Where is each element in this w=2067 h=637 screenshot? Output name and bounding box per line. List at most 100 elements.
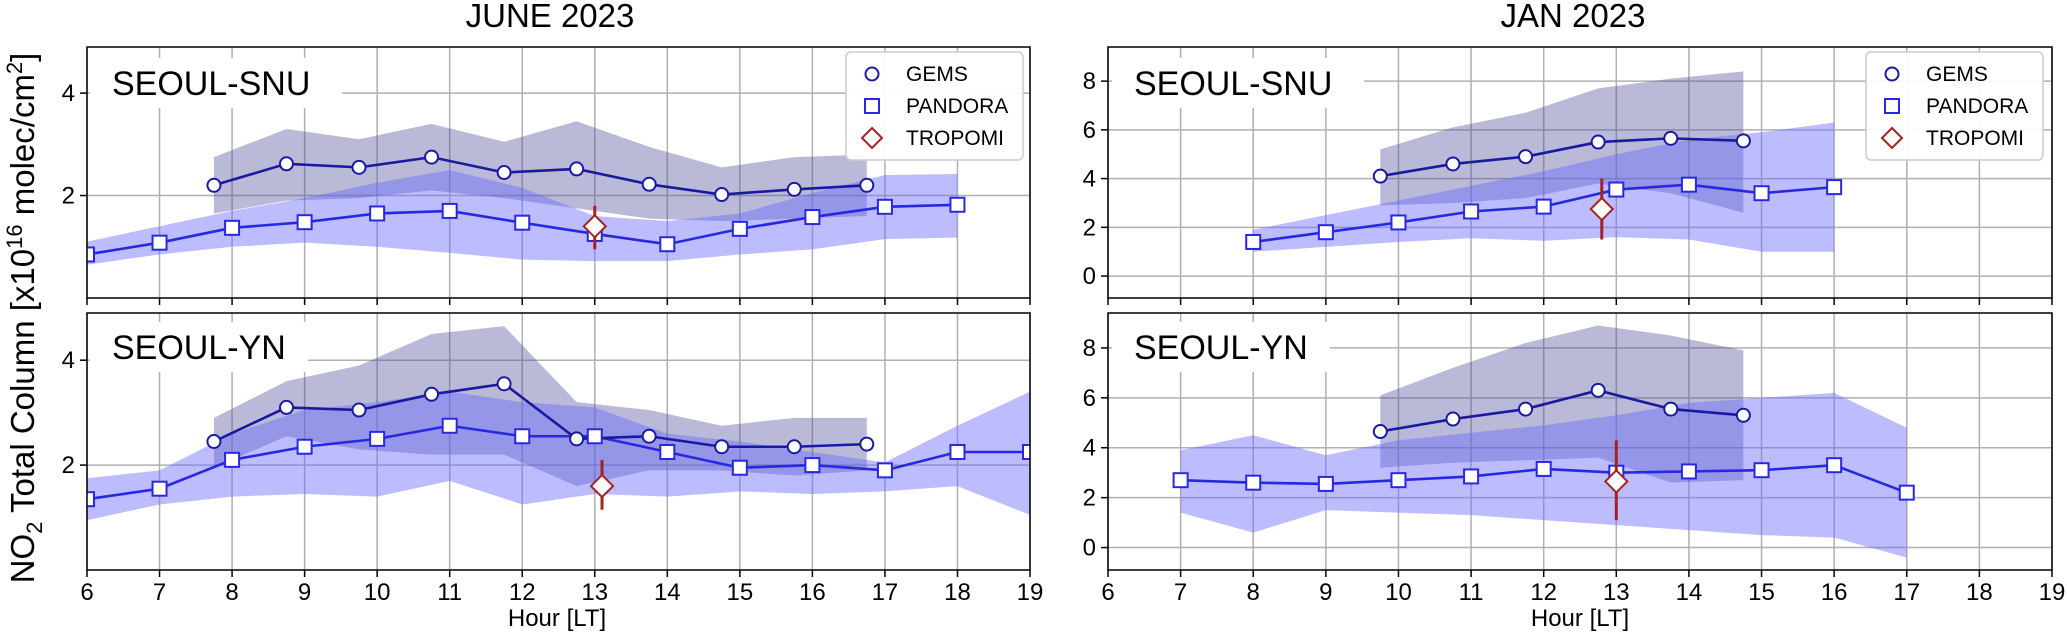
pandora-point xyxy=(1463,468,1480,485)
x-tick-label: 10 xyxy=(1385,579,1412,606)
pandora-point xyxy=(949,443,966,460)
ylabel-sup2: 2 xyxy=(2,62,27,74)
pandora-point xyxy=(1317,475,1334,492)
gems-point xyxy=(1372,168,1388,184)
pandora-point xyxy=(949,196,966,213)
x-tick-label: 18 xyxy=(1966,579,1993,606)
axes-frame xyxy=(1107,312,2053,571)
plot-area xyxy=(1245,71,1843,252)
x-tick-label: 11 xyxy=(437,579,462,606)
panel-1: SEOUL-YN 2 4 6 7 8 9 10 11 12 13 14 15 16 17 18 19 xyxy=(62,312,1044,606)
legend-label-tropomi: TROPOMI xyxy=(906,127,1004,150)
pandora-point xyxy=(1245,474,1262,491)
gems-point xyxy=(1590,382,1606,398)
pandora-point xyxy=(1390,472,1407,489)
pandora-point xyxy=(1172,472,1189,489)
x-tick-label: 19 xyxy=(1017,579,1044,606)
gems-point xyxy=(641,428,657,444)
pandora-line xyxy=(87,424,1030,501)
legend-gems-marker xyxy=(864,66,880,82)
panel-label-seoul-snu: SEOUL-SNU xyxy=(1134,65,1332,103)
pandora-point xyxy=(1022,443,1030,460)
gems-point xyxy=(569,161,585,177)
pandora-point xyxy=(1680,463,1697,480)
pandora-point xyxy=(151,234,168,251)
y-tick-label: 2 xyxy=(62,183,75,210)
gems-point xyxy=(859,436,875,452)
pandora-point xyxy=(1826,179,1843,196)
x-tick-label: 7 xyxy=(1174,579,1187,606)
pandora-point xyxy=(224,451,241,468)
pandora-point xyxy=(87,491,95,508)
y-tick-label: 4 xyxy=(62,80,75,107)
panel-2: SEOUL-SNU 0 2 4 6 8 GEMS PANDORA TROPOMI xyxy=(1083,46,2053,305)
gems-point xyxy=(1445,411,1461,427)
gems-point xyxy=(1372,424,1388,440)
pandora-point xyxy=(659,443,676,460)
legend: GEMS PANDORA TROPOMI xyxy=(1865,51,2044,161)
x-tick-label: 9 xyxy=(1319,579,1332,606)
x-tick-label: 15 xyxy=(726,579,753,606)
pandora-point xyxy=(1753,462,1770,479)
gems-point xyxy=(569,431,585,447)
gems-point xyxy=(1663,401,1679,417)
ylabel-sup1: 16 xyxy=(2,224,27,248)
pandora-point xyxy=(296,214,313,231)
y-tick-label: 6 xyxy=(1083,117,1096,144)
panel-3: SEOUL-YN 0 2 4 6 8 6 7 8 9 10 11 12 13 14 15 16 17 18 19 xyxy=(1083,312,2065,606)
pandora-point xyxy=(1608,181,1625,198)
y-tick-label: 6 xyxy=(1083,385,1096,412)
x-tick-label: 12 xyxy=(1530,579,1557,606)
x-tick-label: 16 xyxy=(799,579,826,606)
axes-frame xyxy=(86,312,1031,571)
x-tick-label: 10 xyxy=(364,579,391,606)
x-tick-label: 8 xyxy=(225,579,238,606)
gems-point xyxy=(786,181,802,197)
pandora-point xyxy=(876,198,893,215)
plot-area xyxy=(87,326,1030,521)
y-tick-label: 2 xyxy=(1083,485,1096,512)
pandora-point xyxy=(586,428,603,445)
x-tick-label: 6 xyxy=(1101,579,1114,606)
x-axis-label-right: Hour [LT] xyxy=(1531,605,1629,632)
pandora-point xyxy=(1898,484,1915,501)
ylabel-mid: Total Column [x10 xyxy=(4,249,41,522)
tropomi-point xyxy=(1589,196,1615,222)
panel-label-seoul-yn: SEOUL-YN xyxy=(112,329,286,367)
x-tick-label: 15 xyxy=(1748,579,1775,606)
x-tick-label: 16 xyxy=(1821,579,1848,606)
pandora-point xyxy=(1535,198,1552,215)
pandora-point xyxy=(804,209,821,226)
panel-label-seoul-snu: SEOUL-SNU xyxy=(112,65,310,103)
legend-label-gems: GEMS xyxy=(906,63,968,86)
tropomi-point xyxy=(582,213,608,239)
gems-point xyxy=(1518,149,1534,165)
gems-point xyxy=(351,402,367,418)
ylabel-sub: 2 xyxy=(22,522,47,534)
gems-point xyxy=(1518,401,1534,417)
legend-tropomi-marker xyxy=(1880,126,1904,150)
pandora-point xyxy=(224,219,241,236)
gems-line xyxy=(1380,137,1744,178)
y-tick-label: 2 xyxy=(1083,214,1096,241)
pandora-point xyxy=(1680,176,1697,193)
pandora-point xyxy=(1826,457,1843,474)
x-tick-label: 7 xyxy=(153,579,166,606)
legend-gems-marker xyxy=(1884,66,1900,82)
legend-box xyxy=(845,51,1024,161)
pandora-point xyxy=(1245,233,1262,250)
y-tick-label: 8 xyxy=(1083,335,1096,362)
pandora-point xyxy=(87,246,95,263)
gems-point xyxy=(424,149,440,165)
pandora-range-band xyxy=(87,391,1030,521)
x-tick-label: 9 xyxy=(298,579,311,606)
panel-label-box xyxy=(90,58,342,108)
gems-point xyxy=(496,376,512,392)
gems-point xyxy=(859,177,875,193)
legend: GEMS PANDORA TROPOMI xyxy=(845,51,1024,161)
gems-point xyxy=(278,399,294,415)
axes-frame xyxy=(1107,46,2053,299)
pandora-point xyxy=(369,430,386,447)
plot-area xyxy=(87,121,966,265)
x-tick-label: 8 xyxy=(1247,579,1260,606)
